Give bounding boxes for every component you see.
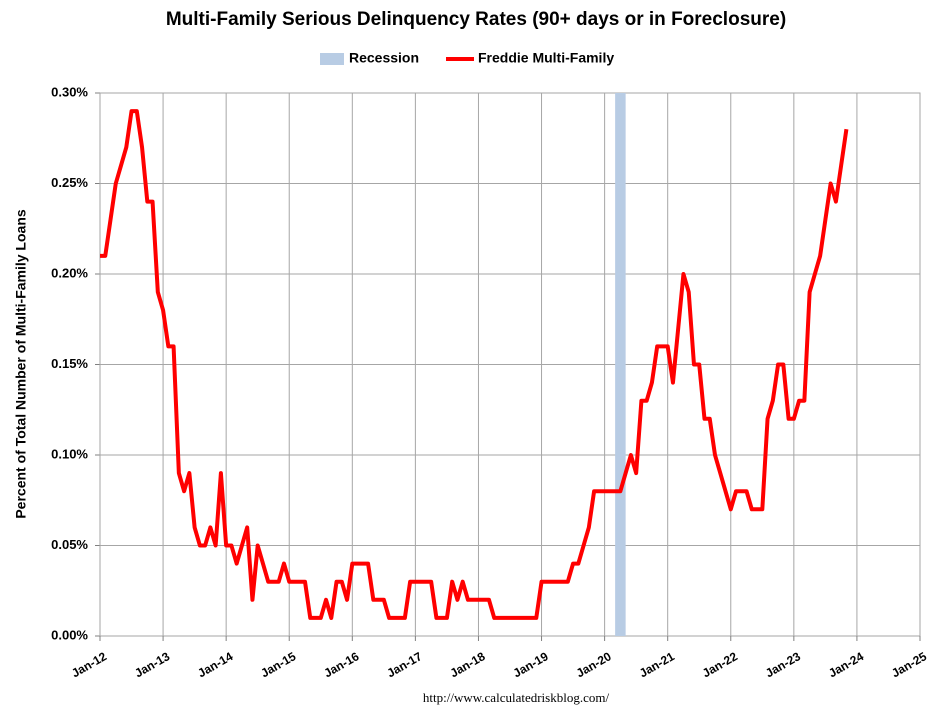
- legend-swatch: [320, 53, 344, 65]
- legend-label: Recession: [349, 50, 419, 66]
- y-tick-label: 0.15%: [51, 356, 88, 371]
- y-tick-label: 0.25%: [51, 175, 88, 190]
- y-tick-label: 0.00%: [51, 627, 88, 642]
- y-tick-label: 0.10%: [51, 446, 88, 461]
- legend-label: Freddie Multi-Family: [478, 50, 614, 66]
- y-tick-label: 0.20%: [51, 265, 88, 280]
- recession-band: [615, 93, 626, 636]
- source: http://www.calculatedriskblog.com/: [423, 690, 610, 705]
- y-tick-label: 0.30%: [51, 84, 88, 99]
- y-axis-label: Percent of Total Number of Multi-Family …: [13, 209, 29, 519]
- line-series: [100, 109, 849, 620]
- y-tick-label: 0.05%: [51, 537, 88, 552]
- chart-title: Multi-Family Serious Delinquency Rates (…: [166, 9, 786, 30]
